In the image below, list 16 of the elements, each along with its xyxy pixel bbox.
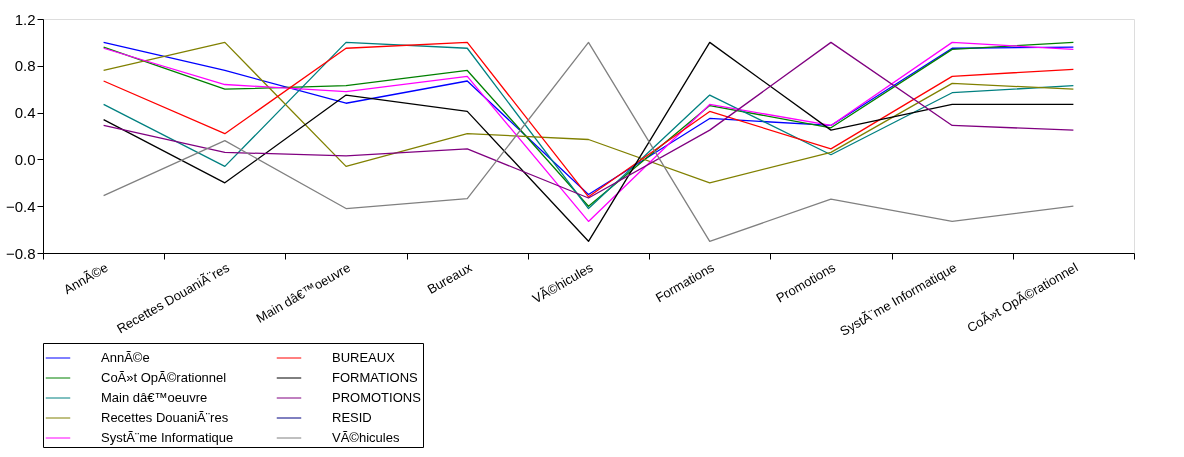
legend-label: PROMOTIONS bbox=[332, 390, 422, 405]
legend-label: FORMATIONS bbox=[332, 370, 419, 385]
y-tick-label: 0.8 bbox=[14, 57, 36, 75]
y-tick-label: 0.4 bbox=[14, 104, 36, 122]
y-tick-label: 0.0 bbox=[14, 150, 36, 168]
legend-label: VÃ©hicules bbox=[332, 430, 400, 445]
legend-label: RESID bbox=[332, 410, 372, 425]
y-tick-label: −0.4 bbox=[5, 197, 36, 215]
legend-label: CoÃ»t OpÃ©rationnel bbox=[101, 370, 227, 385]
legend-label: SystÃ¨me Informatique bbox=[101, 430, 234, 445]
legend-label: Main dâ€™oeuvre bbox=[101, 390, 208, 405]
legend-label: AnnÃ©e bbox=[101, 350, 150, 365]
legend-label: Recettes DouaniÃ¨res bbox=[101, 410, 229, 425]
y-tick-label: −0.8 bbox=[5, 244, 36, 262]
y-tick-label: 1.2 bbox=[14, 10, 36, 28]
legend-label: BUREAUX bbox=[332, 350, 396, 365]
